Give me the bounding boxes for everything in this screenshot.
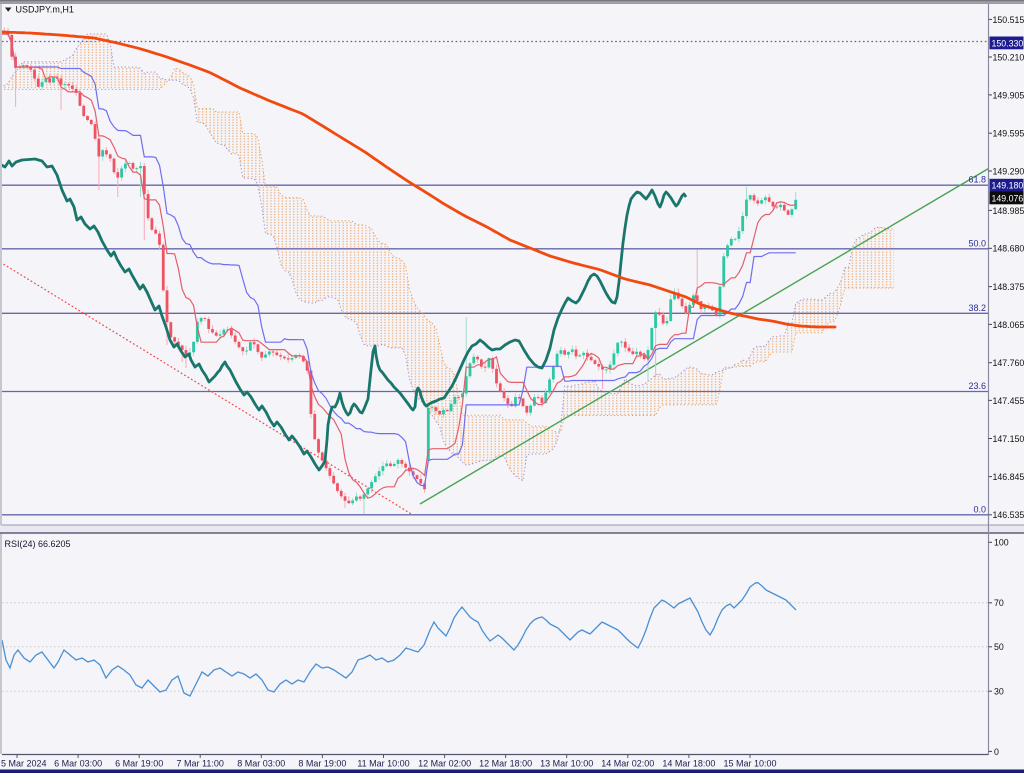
svg-text:50.0: 50.0 <box>968 238 986 248</box>
svg-text:12 Mar 02:00: 12 Mar 02:00 <box>418 759 471 769</box>
svg-text:RSI(24) 66.6205: RSI(24) 66.6205 <box>5 539 71 549</box>
svg-text:7 Mar 11:00: 7 Mar 11:00 <box>177 759 224 769</box>
svg-text:149.076: 149.076 <box>992 193 1024 203</box>
svg-text:0: 0 <box>994 747 999 757</box>
svg-text:146.535: 146.535 <box>993 510 1024 520</box>
svg-text:150.210: 150.210 <box>993 52 1024 62</box>
svg-text:150.515: 150.515 <box>993 15 1024 25</box>
svg-text:148.985: 148.985 <box>993 206 1024 216</box>
svg-text:5 Mar 2024: 5 Mar 2024 <box>1 759 47 769</box>
svg-text:13 Mar 10:00: 13 Mar 10:00 <box>540 759 593 769</box>
svg-text:70: 70 <box>994 598 1004 608</box>
svg-text:USDJPY.m,H1: USDJPY.m,H1 <box>16 5 74 15</box>
svg-text:149.290: 149.290 <box>993 166 1024 176</box>
svg-text:150.330: 150.330 <box>992 38 1024 48</box>
svg-text:11 Mar 10:00: 11 Mar 10:00 <box>357 759 409 769</box>
svg-text:100: 100 <box>994 538 1009 548</box>
svg-text:0.0: 0.0 <box>973 504 986 514</box>
svg-text:30: 30 <box>994 687 1004 697</box>
svg-text:6 Mar 03:00: 6 Mar 03:00 <box>54 759 102 769</box>
svg-text:149.180: 149.180 <box>992 181 1024 191</box>
svg-text:38.2: 38.2 <box>968 303 986 313</box>
svg-text:6 Mar 19:00: 6 Mar 19:00 <box>115 759 163 769</box>
svg-text:15 Mar 10:00: 15 Mar 10:00 <box>723 759 776 769</box>
svg-text:14 Mar 18:00: 14 Mar 18:00 <box>662 759 715 769</box>
svg-text:12 Mar 18:00: 12 Mar 18:00 <box>479 759 532 769</box>
svg-text:147.150: 147.150 <box>993 434 1024 444</box>
svg-text:14 Mar 02:00: 14 Mar 02:00 <box>601 759 654 769</box>
svg-text:50: 50 <box>994 642 1004 652</box>
svg-text:23.6: 23.6 <box>968 381 986 391</box>
svg-text:149.905: 149.905 <box>993 90 1024 100</box>
svg-text:148.680: 148.680 <box>993 244 1024 254</box>
svg-text:8 Mar 03:00: 8 Mar 03:00 <box>237 759 285 769</box>
svg-text:147.455: 147.455 <box>993 396 1024 406</box>
svg-text:61.8: 61.8 <box>968 175 986 185</box>
svg-text:147.760: 147.760 <box>993 358 1024 368</box>
svg-text:149.595: 149.595 <box>993 129 1024 139</box>
svg-text:8 Mar 19:00: 8 Mar 19:00 <box>298 759 346 769</box>
svg-text:146.845: 146.845 <box>993 472 1024 482</box>
svg-text:148.065: 148.065 <box>993 320 1024 330</box>
svg-text:148.375: 148.375 <box>993 282 1024 292</box>
